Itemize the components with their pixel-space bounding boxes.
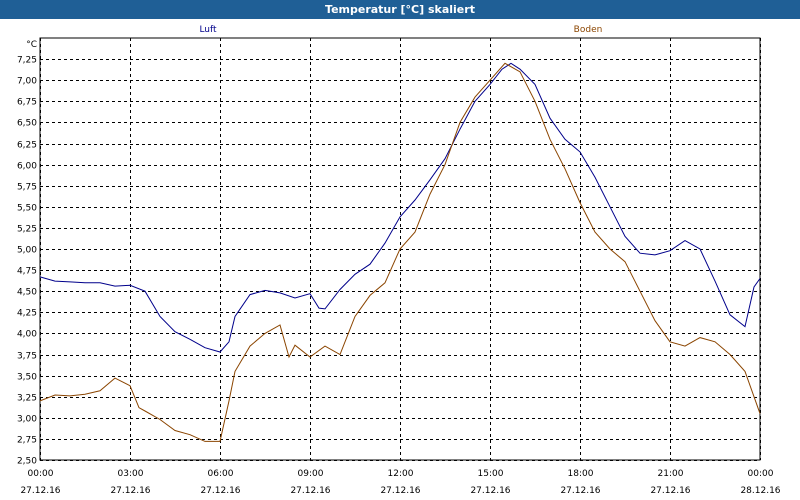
x-tick-time: 15:00: [478, 469, 504, 479]
x-tick-time: 21:00: [658, 469, 684, 479]
legend-luft: Luft: [199, 25, 217, 35]
x-tick-date: 27.12.16: [110, 486, 150, 496]
x-tick-time: 03:00: [118, 469, 144, 479]
y-tick-label: 4,75: [17, 267, 37, 277]
x-tick-date: 27.12.16: [380, 486, 420, 496]
x-tick-time: 00:00: [28, 469, 54, 479]
y-tick-label: 5,50: [17, 204, 37, 214]
y-tick-label: 6,50: [17, 119, 37, 129]
x-tick-date: 28.12.16: [740, 486, 780, 496]
x-tick-time: 18:00: [568, 469, 594, 479]
y-tick-label: 3,25: [17, 394, 37, 404]
y-tick-label: 2,75: [17, 436, 37, 446]
x-tick-date: 27.12.16: [650, 486, 690, 496]
legend-boden: Boden: [574, 25, 603, 35]
x-tick-date: 27.12.16: [20, 486, 60, 496]
y-tick-label: 3,75: [17, 352, 37, 362]
x-tick-time: 06:00: [208, 469, 234, 479]
y-tick-label: 4,50: [17, 288, 37, 298]
y-tick-label: 5,25: [17, 225, 37, 235]
x-tick-time: 12:00: [388, 469, 414, 479]
y-tick-label: 7,00: [17, 77, 37, 87]
y-tick-label: 2,50: [17, 457, 37, 467]
y-tick-label: 5,00: [17, 246, 37, 256]
y-axis-unit: °C: [26, 40, 37, 50]
y-tick-label: 5,75: [17, 183, 37, 193]
x-tick-date: 27.12.16: [470, 486, 510, 496]
window-title: Temperatur [°C] skaliert: [0, 0, 800, 19]
x-tick-date: 27.12.16: [290, 486, 330, 496]
y-tick-label: 7,25: [17, 56, 37, 66]
series-line-boden: [39, 62, 761, 442]
y-tick-label: 3,50: [17, 373, 37, 383]
x-tick-time: 00:00: [748, 469, 774, 479]
y-tick-label: 6,25: [17, 141, 37, 151]
y-tick-label: 4,00: [17, 330, 37, 340]
series-line-luft: [39, 62, 761, 353]
y-tick-label: 6,00: [17, 162, 37, 172]
x-tick-date: 27.12.16: [200, 486, 240, 496]
x-tick-time: 09:00: [298, 469, 324, 479]
y-tick-label: 6,75: [17, 98, 37, 108]
y-tick-label: 3,00: [17, 415, 37, 425]
x-tick-date: 27.12.16: [560, 486, 600, 496]
y-tick-label: 4,25: [17, 309, 37, 319]
